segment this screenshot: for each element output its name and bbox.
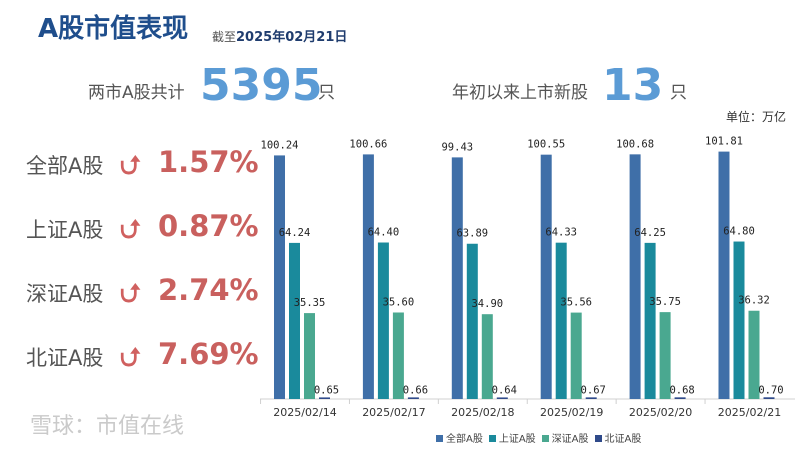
bar [481,314,493,399]
unit-label: 单位：万亿 [726,110,787,124]
data-label: 0.68 [669,384,694,396]
asof-date: 2025年02月21日 [236,30,348,45]
bar [540,154,552,399]
bar [659,312,671,399]
legend-swatch [541,435,549,442]
legend-label: 北证A股 [604,434,642,445]
arrow-up-curved-icon: ⮍ [120,343,141,373]
legend-swatch [436,435,443,442]
legend-swatch [594,435,602,442]
change-name: 北证A股 [26,346,104,370]
legend-label: 深证A股 [551,434,589,445]
data-label: 64.40 [368,227,400,239]
new-label: 年初以来上市新股 [452,83,588,103]
data-label: 0.70 [758,384,783,396]
bar [289,242,300,399]
data-label: 35.35 [294,297,326,309]
data-label: 99.43 [441,141,473,153]
data-label: 34.90 [471,298,503,310]
data-label: 35.75 [649,296,681,308]
change-pct: 7.69% [158,337,259,371]
legend: 全部A股 上证A股 深证A股 北证A股 [430,430,641,445]
bar [274,155,285,399]
data-label: 0.65 [314,384,339,396]
legend-label: 上证A股 [498,434,536,445]
change-name: 深证A股 [26,282,104,306]
x-tick-label: 2025/02/19 [540,406,603,419]
bar [718,151,730,399]
arrow-up-curved-icon: ⮍ [120,215,141,245]
data-label: 100.66 [349,138,387,150]
arrow-up-curved-icon: ⮍ [120,279,141,309]
bar [466,243,478,399]
asof-prefix: 截至 [212,30,237,44]
x-tick-label: 2025/02/21 [718,406,781,419]
change-pct: 0.87% [158,209,259,243]
bar [319,397,330,399]
x-tick-label: 2025/02/20 [629,406,692,419]
data-label: 64.80 [723,226,755,238]
new-value: 13 [602,60,664,111]
x-tick-label: 2025/02/17 [362,406,425,419]
data-label: 0.64 [492,384,517,396]
data-label: 35.56 [560,297,592,309]
arrow-up-curved-icon: ⮍ [120,151,141,181]
change-name: 全部A股 [26,154,104,178]
bar [555,242,567,399]
bar [674,397,686,399]
data-label: 64.33 [545,227,577,239]
as-of-date: 截至2025年02月21日 [212,26,347,45]
bar [304,313,315,399]
x-tick-label: 2025/02/14 [273,406,336,419]
data-label: 100.55 [527,139,565,151]
page-title: A股市值表现 [38,14,189,44]
data-label: 100.24 [261,139,299,151]
bar [407,397,419,399]
data-label: 63.89 [456,228,488,240]
watermark: 雪球：市值在线 [30,414,185,439]
data-label: 35.60 [383,296,415,308]
total-unit: 只 [318,83,335,103]
bar [644,242,656,399]
bar [451,157,463,399]
legend-swatch [488,435,496,442]
bar [570,312,582,399]
data-label: 0.66 [403,384,428,396]
data-label: 64.24 [279,227,311,239]
bar [629,154,641,399]
data-label: 100.68 [616,138,654,150]
x-tick-label: 2025/02/18 [451,406,514,419]
change-name: 上证A股 [26,218,104,242]
legend-label: 全部A股 [446,434,483,445]
data-label: 0.67 [581,384,606,396]
bar [392,312,404,399]
data-label: 64.25 [634,227,666,239]
change-pct: 1.57% [158,145,259,179]
bar [377,242,389,399]
bar [362,154,374,399]
total-label: 两市A股共计 [88,83,185,103]
change-pct: 2.74% [158,273,259,307]
bar [585,397,597,399]
new-unit: 只 [670,83,687,103]
bar [763,397,775,399]
data-label: 36.32 [738,295,770,307]
data-label: 101.81 [705,136,743,148]
bar [748,310,760,399]
bar [496,397,508,399]
bar [733,241,745,399]
total-value: 5395 [200,60,323,111]
